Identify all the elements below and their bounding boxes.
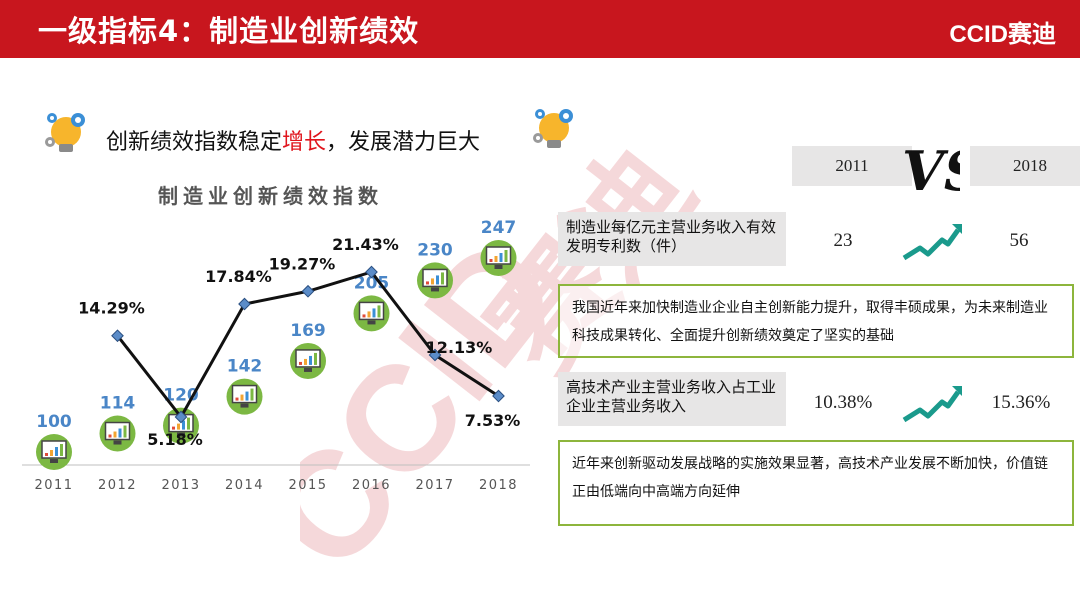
x-tick-label: 2015	[288, 478, 327, 493]
x-tick-label: 2016	[352, 478, 391, 493]
monitor-bar	[494, 256, 498, 262]
subtitle-text-end: ，发展潜力巨大	[326, 130, 481, 155]
svg-text:VS: VS	[902, 139, 960, 203]
lightbulb-gear-icon	[45, 113, 85, 152]
index-value-label: 100	[36, 412, 72, 432]
monitor-bar	[367, 311, 371, 318]
index-value-label: 247	[481, 218, 517, 238]
x-tick-label: 2014	[225, 478, 264, 493]
x-tick-label: 2017	[415, 478, 454, 493]
monitor-bar	[177, 423, 180, 430]
lightbulb-gear-icon	[533, 109, 573, 148]
up-trend-arrow-icon	[902, 386, 962, 423]
up-trend-arrow-icon	[902, 224, 962, 261]
monitor-bar	[372, 308, 376, 318]
year-box-2018: 2018	[970, 146, 1080, 186]
note-box: 我国近年来加快制造业企业自主创新能力提升，取得丰硕成果，为未来制造业科技成果转化…	[558, 284, 1074, 358]
monitor-bar	[299, 361, 302, 365]
monitor-bar	[362, 314, 366, 318]
monitor-bar	[250, 388, 254, 401]
page-title: 一级指标4：制造业创新绩效	[38, 14, 420, 48]
index-value-label: 114	[100, 394, 136, 414]
monitor-bar	[60, 444, 63, 456]
metric-label-hightech: 高技术产业主营业务收入占工业企业主营业务收入	[558, 372, 786, 426]
growth-rate-point	[174, 410, 188, 424]
monitor-bar	[431, 278, 434, 285]
monitor-bar	[55, 447, 58, 456]
monitor-bar	[50, 450, 53, 456]
monitor-stand	[367, 320, 376, 325]
metric-value-2018: 15.36%	[991, 392, 1051, 413]
monitor-bar	[499, 253, 503, 262]
monitor-bar	[240, 394, 244, 401]
monitor-bar	[377, 305, 381, 318]
innovation-index-chart: 2011 2012 2013 2014 2015 2016 2017 2018 100 114 12…	[22, 218, 530, 493]
monitor-stand	[494, 265, 503, 269]
subtitle: 创新绩效指数稳定增长，发展潜力巨大	[106, 124, 480, 156]
header-bar: 一级指标4：制造业创新绩效 CCID赛迪	[0, 0, 1080, 58]
monitor-bar	[304, 358, 307, 365]
growth-rate-label: 7.53%	[465, 411, 521, 430]
monitor-bar	[245, 391, 249, 401]
monitor-stand	[431, 287, 439, 292]
index-value-label: 205	[354, 273, 390, 293]
monitor-bar	[172, 426, 175, 430]
monitor-stand	[113, 440, 122, 445]
chart-title: 制造业创新绩效指数	[158, 184, 383, 208]
growth-rate-point	[238, 297, 251, 311]
growth-rate-label: 5.18%	[147, 430, 203, 449]
monitor-bar	[187, 417, 190, 430]
growth-rate-label: 19.27%	[269, 254, 336, 273]
index-value-label: 169	[290, 321, 326, 341]
monitor-bar	[314, 352, 317, 365]
monitor-bar	[489, 259, 493, 262]
index-value-label: 142	[227, 357, 263, 377]
monitor-bar	[309, 355, 312, 365]
monitor-bar	[441, 272, 444, 285]
ccid-logo: CCID赛迪	[949, 21, 1056, 48]
monitor-bar	[426, 281, 429, 285]
x-tick-label: 2018	[479, 478, 518, 493]
growth-rate-label: 12.13%	[426, 338, 493, 357]
growth-rate-label: 21.43%	[332, 235, 399, 254]
monitor-bar	[182, 420, 185, 430]
x-tick-label: 2013	[161, 478, 200, 493]
growth-rate-label: 17.84%	[205, 267, 272, 286]
monitor-bar	[118, 428, 122, 438]
monitor-stand	[50, 459, 58, 463]
metric-value-2011: 10.38%	[813, 392, 873, 413]
monitor-stand	[240, 403, 249, 408]
note-box: 近年来创新驱动发展战略的实施效果显著，高技术产业发展不断加快，价值链正由低端向中…	[558, 440, 1074, 526]
index-value-label: 230	[417, 240, 453, 260]
monitor-stand	[177, 432, 185, 437]
growth-rate-point	[428, 348, 442, 362]
growth-rate-point	[365, 265, 378, 279]
growth-rate-point	[492, 389, 505, 403]
monitor-bar	[504, 250, 508, 262]
x-tick-label: 2011	[34, 478, 73, 493]
vs-icon: VS	[902, 139, 960, 203]
year-box-2011: 2011	[792, 146, 912, 186]
metric-value-2011: 23	[833, 230, 853, 251]
monitor-bar	[113, 431, 117, 438]
metric-value-2018: 56	[1009, 230, 1029, 251]
monitor-bar	[123, 425, 127, 438]
monitor-stand	[304, 367, 312, 372]
monitor-bar	[108, 434, 112, 438]
monitor-bar	[436, 275, 439, 285]
x-tick-label: 2012	[98, 478, 137, 493]
monitor-bar	[45, 453, 48, 456]
growth-rate-point	[111, 329, 124, 343]
growth-rate-point	[301, 284, 315, 298]
metric-label-patents: 制造业每亿元主营业务收入有效发明专利数（件）	[558, 212, 786, 266]
subtitle-text: 创新绩效指数稳定	[106, 130, 283, 155]
growth-rate-label: 14.29%	[78, 299, 145, 318]
subtitle-highlight: 增长	[282, 130, 327, 155]
monitor-bar	[235, 397, 239, 401]
